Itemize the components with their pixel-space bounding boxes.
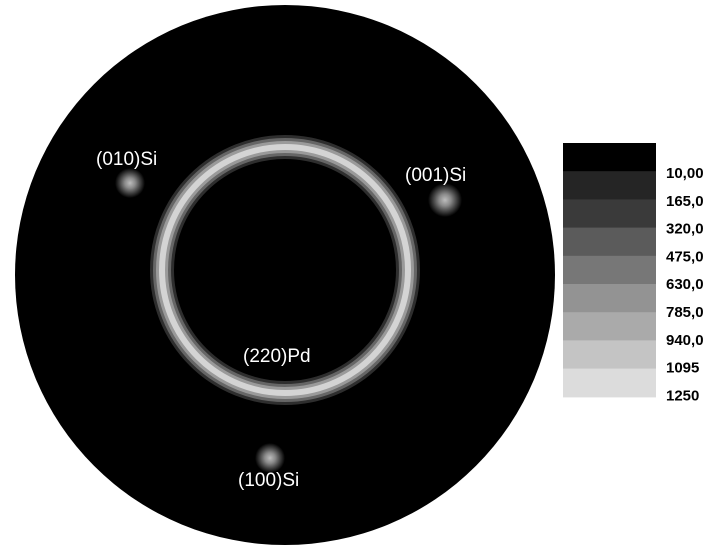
- legend-swatch: [563, 199, 656, 229]
- legend-level-label: 1250: [666, 387, 699, 404]
- legend-swatch: [563, 171, 656, 200]
- legend-swatch: [563, 255, 656, 285]
- legend-swatch: [563, 227, 656, 257]
- legend-swatch: [563, 143, 656, 172]
- label-si-100: (100)Si: [238, 470, 299, 491]
- legend-swatch: [563, 284, 656, 313]
- label-si-010: (010)Si: [96, 149, 157, 170]
- legend-swatch: [563, 368, 656, 398]
- pd-220-ring: [150, 135, 420, 405]
- pole-figure-disk: [15, 5, 555, 545]
- legend-level-label: 165,0: [666, 193, 704, 210]
- si-100-spot: [255, 443, 285, 473]
- intensity-legend: 10,00 165,0 320,0 475,0 630,0 785,0 940,0 1095 1…: [563, 143, 704, 404]
- si-010-spot: [115, 168, 145, 198]
- legend-swatch: [563, 312, 656, 341]
- legend-level-label: 475,0: [666, 248, 704, 265]
- label-pd-220: (220)Pd: [243, 346, 311, 367]
- legend-level-label: 320,0: [666, 221, 704, 238]
- legend-level-label: 10,00: [666, 165, 704, 182]
- legend-level-label: 630,0: [666, 276, 704, 293]
- label-si-001: (001)Si: [405, 165, 466, 186]
- si-001-spot: [428, 183, 462, 217]
- legend-level-label: 940,0: [666, 332, 704, 349]
- legend-level-label: 785,0: [666, 304, 704, 321]
- legend-swatch: [563, 340, 656, 370]
- legend-level-label: 1095: [666, 360, 699, 377]
